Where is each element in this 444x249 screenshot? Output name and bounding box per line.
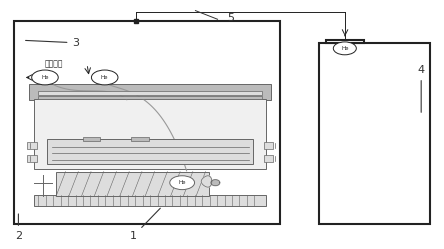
Bar xyxy=(56,172,209,196)
Bar xyxy=(319,43,430,224)
Text: He: He xyxy=(41,75,49,80)
Polygon shape xyxy=(326,40,364,43)
Text: 3: 3 xyxy=(26,38,79,48)
Polygon shape xyxy=(201,176,212,187)
Bar xyxy=(34,99,266,169)
Bar xyxy=(29,84,271,100)
Text: 氯气路径: 氯气路径 xyxy=(45,59,63,68)
Text: He: He xyxy=(341,46,349,51)
Bar xyxy=(47,139,253,164)
Text: 4: 4 xyxy=(418,65,425,112)
Bar xyxy=(38,96,262,99)
Bar xyxy=(83,137,100,141)
Bar xyxy=(34,195,266,206)
Circle shape xyxy=(91,70,118,85)
Bar xyxy=(27,155,36,162)
Bar xyxy=(14,20,280,224)
Circle shape xyxy=(333,42,357,55)
Text: He: He xyxy=(178,180,186,185)
Bar xyxy=(264,155,274,162)
Text: 2: 2 xyxy=(15,214,22,241)
Text: He: He xyxy=(101,75,108,80)
Bar xyxy=(38,91,262,95)
Polygon shape xyxy=(211,180,220,186)
Bar xyxy=(131,137,149,141)
Bar xyxy=(264,142,274,149)
Circle shape xyxy=(32,70,58,85)
Text: 1: 1 xyxy=(130,208,160,241)
Bar xyxy=(27,142,36,149)
Text: 5: 5 xyxy=(227,13,234,23)
Circle shape xyxy=(170,176,194,190)
